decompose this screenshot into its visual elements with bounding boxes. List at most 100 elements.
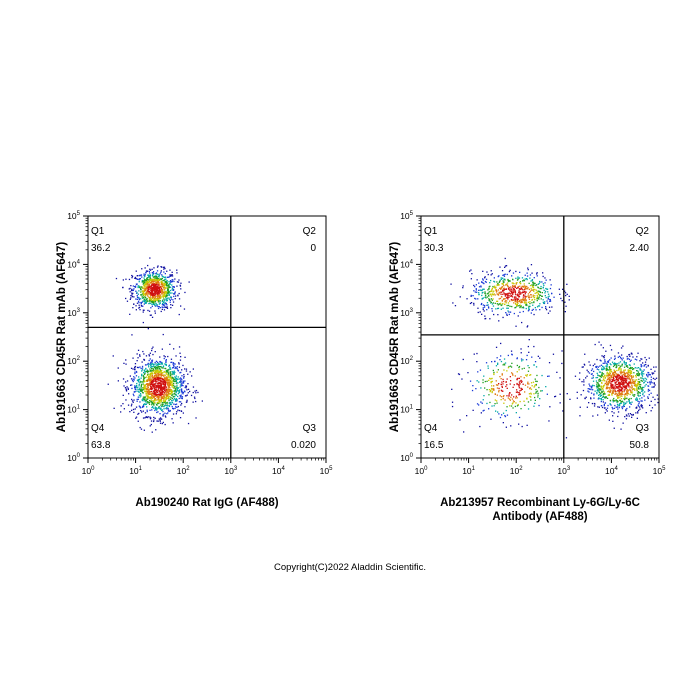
data-point bbox=[503, 358, 506, 360]
data-point bbox=[629, 364, 631, 366]
data-point bbox=[527, 325, 529, 327]
data-point bbox=[163, 394, 165, 396]
data-point bbox=[613, 380, 616, 382]
data-point bbox=[598, 394, 600, 396]
data-point bbox=[138, 297, 140, 299]
data-point bbox=[148, 376, 150, 378]
data-point bbox=[144, 384, 146, 386]
data-point bbox=[120, 405, 122, 407]
x-tick-label: 105 bbox=[653, 466, 666, 476]
data-point bbox=[618, 405, 621, 407]
data-point bbox=[599, 375, 601, 377]
data-point bbox=[125, 399, 127, 401]
data-point bbox=[159, 369, 161, 371]
data-point bbox=[520, 387, 522, 389]
data-point bbox=[476, 403, 479, 405]
data-point bbox=[515, 283, 517, 285]
data-point bbox=[511, 290, 513, 292]
data-point bbox=[517, 315, 519, 317]
data-point bbox=[172, 422, 174, 424]
data-point bbox=[518, 277, 521, 279]
data-point bbox=[140, 303, 142, 305]
data-point bbox=[629, 388, 631, 390]
data-point bbox=[161, 369, 163, 372]
data-point bbox=[538, 298, 540, 300]
data-point bbox=[493, 371, 495, 374]
data-point bbox=[160, 377, 162, 380]
data-point bbox=[144, 417, 146, 419]
data-point bbox=[156, 401, 158, 404]
data-point bbox=[148, 296, 150, 299]
data-point bbox=[156, 279, 158, 281]
data-point bbox=[625, 363, 627, 365]
data-point bbox=[483, 375, 485, 377]
data-point bbox=[640, 404, 642, 407]
data-point bbox=[622, 379, 624, 381]
data-point bbox=[507, 310, 509, 312]
data-point bbox=[502, 378, 504, 381]
data-point bbox=[630, 367, 632, 369]
data-point bbox=[146, 380, 149, 382]
data-point bbox=[158, 384, 160, 386]
data-point bbox=[137, 293, 139, 295]
data-point bbox=[151, 392, 153, 394]
data-point bbox=[620, 373, 622, 375]
data-point bbox=[169, 376, 172, 378]
data-point bbox=[640, 358, 642, 360]
data-point bbox=[148, 375, 150, 378]
data-point bbox=[158, 406, 160, 409]
data-point bbox=[141, 276, 143, 278]
data-point bbox=[512, 272, 515, 274]
data-point bbox=[641, 390, 643, 392]
data-point bbox=[530, 296, 533, 298]
data-point bbox=[535, 309, 537, 311]
data-point bbox=[511, 398, 514, 400]
data-point bbox=[532, 295, 534, 298]
data-point bbox=[174, 367, 176, 370]
data-point bbox=[149, 302, 151, 305]
data-point bbox=[154, 402, 156, 404]
data-point bbox=[156, 395, 158, 398]
data-point bbox=[147, 396, 149, 398]
data-point bbox=[641, 397, 643, 399]
data-point bbox=[141, 301, 143, 303]
data-point bbox=[162, 400, 165, 402]
x-tick-label: 103 bbox=[224, 466, 237, 476]
data-point bbox=[507, 397, 509, 399]
data-point bbox=[139, 389, 142, 392]
data-point bbox=[624, 394, 626, 396]
data-point bbox=[158, 288, 160, 290]
data-point bbox=[529, 277, 531, 279]
data-point bbox=[477, 307, 479, 309]
data-point bbox=[151, 288, 153, 290]
data-point bbox=[482, 279, 484, 281]
data-point bbox=[174, 391, 176, 393]
data-point bbox=[141, 369, 144, 371]
x-axis-label: Ab213957 Recombinant Ly-6G/Ly-6C bbox=[440, 497, 640, 509]
data-point bbox=[644, 391, 646, 393]
data-point bbox=[156, 277, 158, 279]
data-point bbox=[608, 393, 610, 396]
data-point bbox=[502, 302, 504, 305]
data-point bbox=[610, 357, 612, 359]
data-point bbox=[149, 425, 151, 427]
data-point bbox=[152, 294, 154, 296]
data-point bbox=[153, 285, 155, 287]
data-point bbox=[150, 282, 152, 284]
data-point bbox=[526, 303, 528, 306]
data-point bbox=[545, 309, 548, 311]
data-point bbox=[151, 274, 154, 276]
data-point bbox=[148, 403, 151, 405]
data-point bbox=[171, 281, 173, 283]
data-point bbox=[644, 361, 647, 363]
data-point bbox=[145, 283, 147, 286]
data-point bbox=[640, 379, 642, 382]
data-point bbox=[163, 392, 166, 394]
y-tick-label: 100 bbox=[400, 453, 413, 463]
data-point bbox=[521, 291, 523, 294]
data-point bbox=[158, 293, 160, 295]
data-point bbox=[187, 383, 189, 385]
data-point bbox=[539, 291, 542, 294]
data-point bbox=[175, 367, 178, 369]
data-point bbox=[525, 300, 527, 302]
